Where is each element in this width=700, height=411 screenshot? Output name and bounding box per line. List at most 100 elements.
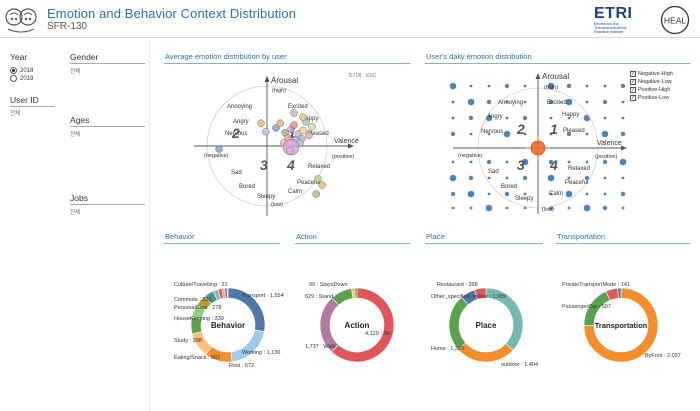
- daily-emotion-dot[interactable]: [523, 206, 527, 210]
- legend-negative-low[interactable]: ✓ Negative-Low: [630, 78, 673, 86]
- avg-emotion-point[interactable]: [286, 147, 294, 155]
- place-slice[interactable]: [474, 287, 487, 300]
- daily-emotion-dot[interactable]: [567, 206, 571, 210]
- daily-emotion-dot[interactable]: [602, 99, 608, 105]
- daily-emotion-dot[interactable]: [621, 116, 625, 120]
- daily-emotion-dot[interactable]: [486, 159, 492, 165]
- daily-emotion-dot[interactable]: [619, 158, 627, 166]
- year-2018-radio[interactable]: [10, 67, 17, 74]
- behavior-slice[interactable]: [230, 329, 265, 363]
- daily-emotion-dot[interactable]: [621, 100, 625, 104]
- legend-negative-low-checkbox[interactable]: ✓: [630, 79, 636, 85]
- daily-emotion-dot[interactable]: [523, 132, 527, 136]
- place-slice[interactable]: [457, 342, 514, 363]
- daily-emotion-dot[interactable]: [469, 160, 473, 164]
- daily-emotion-dot[interactable]: [567, 116, 571, 120]
- legend-positive-high-checkbox[interactable]: ✓: [630, 87, 636, 93]
- avg-emotion-point[interactable]: [272, 124, 280, 132]
- daily-emotion-dot[interactable]: [467, 190, 475, 198]
- daily-emotion-dot[interactable]: [547, 82, 555, 90]
- daily-emotion-dot[interactable]: [468, 175, 474, 181]
- daily-emotion-dot[interactable]: [585, 132, 589, 136]
- daily-emotion-dot[interactable]: [451, 160, 455, 164]
- daily-emotion-dot[interactable]: [603, 116, 607, 120]
- legend-positive-low-checkbox[interactable]: ✓: [630, 95, 636, 101]
- gender-value[interactable]: 전체: [70, 69, 81, 75]
- avg-emotion-point[interactable]: [290, 109, 298, 117]
- daily-emotion-dot[interactable]: [565, 98, 573, 106]
- daily-emotion-dot[interactable]: [523, 100, 527, 104]
- daily-emotion-dot[interactable]: [469, 206, 473, 210]
- avg-emotion-point[interactable]: [299, 113, 307, 121]
- legend-positive-low[interactable]: ✓ Positive-Low: [630, 94, 673, 102]
- avg-emotion-point[interactable]: [305, 131, 313, 139]
- avg-emotion-point[interactable]: [318, 181, 326, 189]
- avg-emotion-chart[interactable]: Arousal (high) (low) Valence (positive) …: [164, 66, 410, 216]
- avg-emotion-point[interactable]: [312, 190, 320, 198]
- legend-negative-high[interactable]: ✓ Negative-High: [630, 70, 673, 78]
- avg-emotion-point[interactable]: [290, 121, 298, 129]
- daily-emotion-dot[interactable]: [620, 191, 626, 197]
- action-donut-chart[interactable]: Action 4,129 : Sit 1,737 : Walk 629 : Stan…: [295, 255, 420, 375]
- daily-emotion-dot[interactable]: [521, 158, 529, 166]
- daily-emotion-dot[interactable]: [486, 99, 492, 105]
- daily-emotion-dot[interactable]: [451, 100, 455, 104]
- daily-emotion-dot[interactable]: [505, 160, 509, 164]
- legend-negative-high-checkbox[interactable]: ✓: [630, 71, 636, 77]
- daily-emotion-dot[interactable]: [487, 132, 491, 136]
- daily-emotion-dot[interactable]: [503, 130, 511, 138]
- daily-emotion-dot[interactable]: [566, 131, 572, 137]
- daily-emotion-dot[interactable]: [469, 132, 473, 136]
- daily-emotion-chart[interactable]: Arousal (high) (low) Valence (positive) …: [425, 66, 630, 216]
- daily-emotion-dot[interactable]: [450, 131, 456, 137]
- daily-emotion-dot[interactable]: [583, 114, 591, 122]
- jobs-value[interactable]: 전체: [70, 210, 81, 216]
- daily-emotion-dot[interactable]: [469, 84, 473, 88]
- avg-emotion-point[interactable]: [299, 126, 307, 135]
- avg-emotion-point[interactable]: [215, 145, 223, 153]
- ages-value[interactable]: 전체: [70, 132, 81, 138]
- daily-emotion-dot[interactable]: [567, 160, 571, 164]
- daily-emotion-dot[interactable]: [585, 84, 589, 88]
- daily-emotion-dot[interactable]: [621, 176, 625, 180]
- legend-positive-high[interactable]: ✓ Positive-High: [630, 86, 673, 94]
- daily-emotion-dot[interactable]: [585, 192, 589, 196]
- daily-emotion-dot[interactable]: [549, 132, 553, 136]
- avg-emotion-point[interactable]: [262, 127, 270, 136]
- daily-emotion-dot[interactable]: [583, 204, 591, 212]
- daily-emotion-dot[interactable]: [505, 206, 509, 210]
- daily-emotion-dot[interactable]: [505, 100, 509, 104]
- daily-emotion-dot[interactable]: [601, 130, 609, 138]
- daily-emotion-dot[interactable]: [468, 115, 474, 121]
- avg-emotion-point[interactable]: [308, 123, 316, 131]
- daily-emotion-dot[interactable]: [504, 191, 510, 197]
- transportation-donut-chart[interactable]: Transportation ByFoot : 2,037 PassengerCa…: [556, 255, 696, 375]
- daily-emotion-dot[interactable]: [505, 176, 509, 180]
- daily-emotion-dot[interactable]: [585, 100, 589, 104]
- daily-emotion-dot[interactable]: [449, 82, 457, 90]
- daily-emotion-dot[interactable]: [504, 83, 510, 89]
- daily-emotion-dot[interactable]: [449, 174, 457, 182]
- daily-emotion-dot-grid[interactable]: [449, 82, 627, 212]
- daily-emotion-dot[interactable]: [621, 206, 625, 210]
- daily-emotion-dot[interactable]: [549, 192, 553, 196]
- daily-emotion-dot[interactable]: [485, 204, 493, 212]
- transportation-slice[interactable]: [617, 287, 622, 299]
- avg-emotion-point[interactable]: [276, 119, 284, 127]
- year-option-2018[interactable]: 2018: [10, 67, 33, 74]
- daily-emotion-dot[interactable]: [450, 191, 456, 197]
- daily-emotion-dot[interactable]: [602, 205, 608, 211]
- daily-emotion-dot[interactable]: [467, 98, 475, 106]
- daily-emotion-dot[interactable]: [451, 206, 455, 210]
- daily-emotion-dot[interactable]: [602, 159, 608, 165]
- place-slice[interactable]: [448, 296, 469, 350]
- year-2019-radio[interactable]: [10, 75, 17, 82]
- daily-emotion-dot[interactable]: [505, 116, 509, 120]
- daily-emotion-dot[interactable]: [487, 192, 491, 196]
- behavior-slice[interactable]: [226, 287, 229, 299]
- transportation-slice[interactable]: [583, 287, 659, 363]
- daily-emotion-dot[interactable]: [603, 176, 607, 180]
- daily-emotion-dot[interactable]: [585, 160, 589, 164]
- daily-emotion-dot[interactable]: [522, 175, 528, 181]
- daily-emotion-dot[interactable]: [547, 174, 555, 182]
